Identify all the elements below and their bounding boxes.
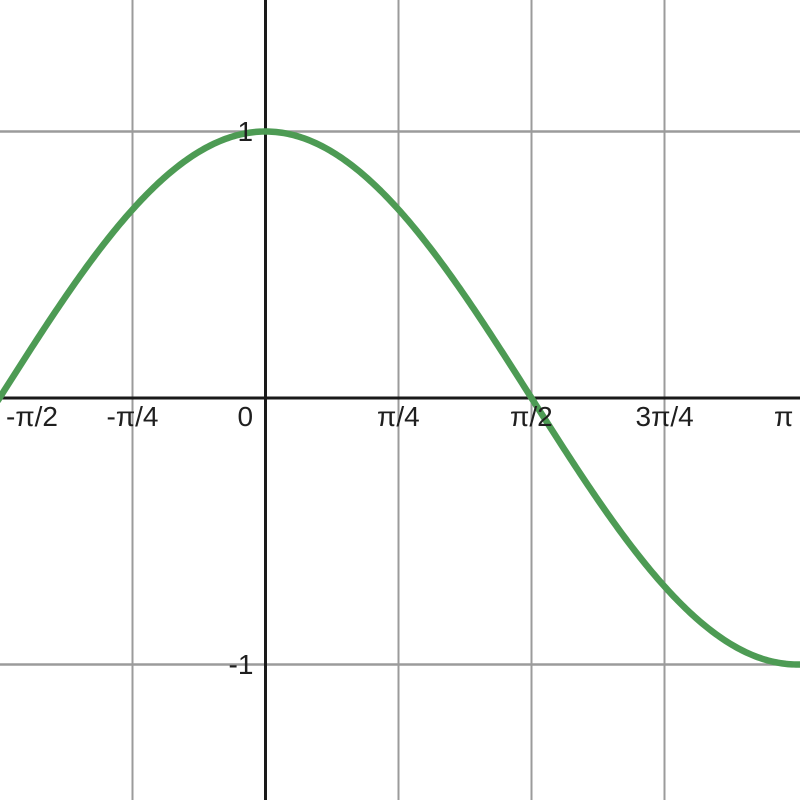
cosine-curve[interactable] xyxy=(0,128,800,668)
